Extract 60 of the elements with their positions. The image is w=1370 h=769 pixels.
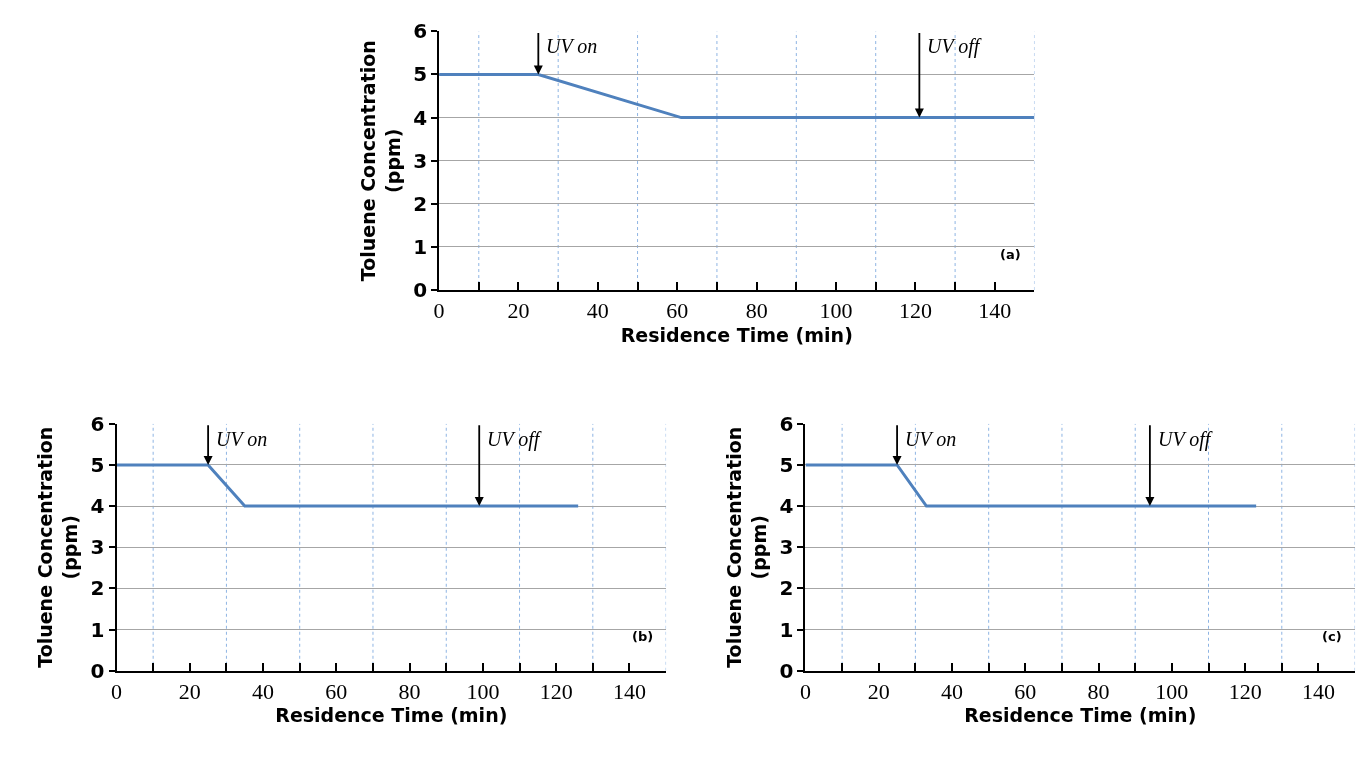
y-axis-title: Toluene Concentration (ppm) <box>723 426 770 668</box>
y-tick-label: 4 <box>779 494 794 519</box>
y-tick-label: 2 <box>413 191 428 216</box>
annotation: UV on <box>905 428 957 450</box>
x-tick-label: 140 <box>1301 679 1335 705</box>
x-tick-label: 0 <box>799 679 811 705</box>
annotation: UV on <box>546 35 598 57</box>
y-tick-label: 3 <box>779 535 794 560</box>
x-tick-label: 0 <box>433 298 445 324</box>
x-tick-label: 80 <box>398 679 421 705</box>
x-tick-label: 100 <box>466 679 500 705</box>
y-tick-label: 1 <box>90 617 105 642</box>
x-axis-title: Residence Time (min) <box>275 704 508 727</box>
x-tick-label: 60 <box>325 679 348 705</box>
x-tick-label: 20 <box>507 298 530 324</box>
x-tick-label: 80 <box>1087 679 1110 705</box>
x-tick-label: 40 <box>252 679 275 705</box>
y-tick-label: 1 <box>779 617 794 642</box>
x-tick-label: 120 <box>539 679 573 705</box>
y-tick-label: 0 <box>779 658 794 683</box>
x-tick-label: 100 <box>1155 679 1189 705</box>
annotation: (c) <box>1322 629 1342 644</box>
x-tick-label: 40 <box>586 298 609 324</box>
y-tick-label: 5 <box>413 62 428 87</box>
x-tick-label: 20 <box>867 679 890 705</box>
annotation: UV off <box>1158 428 1213 451</box>
y-tick-label: 5 <box>90 452 105 477</box>
x-tick-label: 140 <box>978 298 1012 324</box>
y-tick-label: 3 <box>413 148 428 173</box>
y-tick-label: 0 <box>413 278 428 303</box>
x-axis-title: Residence Time (min) <box>620 323 853 346</box>
y-axis-title: Toluene Concentration (ppm) <box>356 40 404 282</box>
y-tick-label: 6 <box>779 411 794 436</box>
y-tick-label: 0 <box>90 658 105 683</box>
x-tick-label: 140 <box>612 679 646 705</box>
annotation: UV off <box>487 428 542 451</box>
y-tick-label: 2 <box>779 576 794 601</box>
x-tick-label: 100 <box>819 298 853 324</box>
x-tick-label: 80 <box>745 298 768 324</box>
x-axis-title: Residence Time (min) <box>964 704 1197 727</box>
annotation: UV off <box>927 35 982 58</box>
y-tick-label: 5 <box>779 452 794 477</box>
x-tick-label: 120 <box>898 298 932 324</box>
x-tick-label: 120 <box>1228 679 1262 705</box>
x-tick-label: 40 <box>941 679 964 705</box>
y-tick-label: 4 <box>413 105 428 130</box>
y-tick-label: 6 <box>413 19 428 44</box>
y-tick-label: 4 <box>90 494 105 519</box>
x-tick-label: 20 <box>178 679 201 705</box>
y-tick-label: 3 <box>90 535 105 560</box>
x-tick-label: 0 <box>111 679 123 705</box>
x-tick-label: 60 <box>1014 679 1037 705</box>
annotation: (a) <box>1000 247 1021 262</box>
y-tick-label: 2 <box>90 576 105 601</box>
y-tick-label: 6 <box>90 411 105 436</box>
y-axis-title: Toluene Concentration (ppm) <box>34 426 81 668</box>
x-tick-label: 60 <box>666 298 689 324</box>
annotation: (b) <box>632 629 654 644</box>
y-tick-label: 1 <box>413 234 428 259</box>
annotation: UV on <box>216 428 268 450</box>
